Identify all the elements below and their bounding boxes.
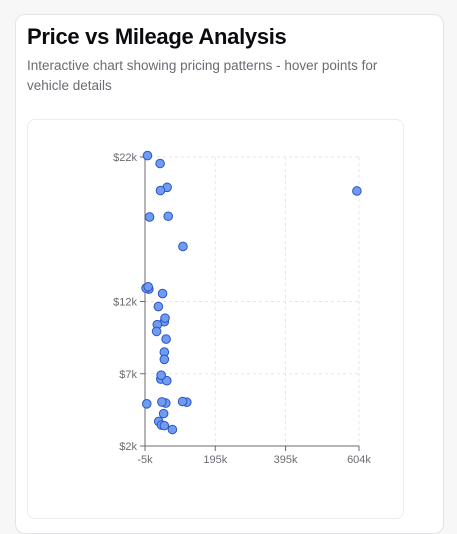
page-title: Price vs Mileage Analysis: [27, 24, 287, 49]
data-point-32[interactable]: [352, 186, 362, 196]
data-point-30[interactable]: [167, 424, 178, 435]
data-point-26[interactable]: [157, 397, 167, 407]
data-point-7[interactable]: [155, 185, 166, 196]
y-tick-label: $7k: [119, 369, 137, 381]
data-point-8[interactable]: [178, 241, 188, 252]
data-point-24[interactable]: [156, 370, 166, 380]
data-point-17[interactable]: [161, 334, 171, 344]
data-point-21[interactable]: [161, 375, 172, 386]
data-point-3[interactable]: [163, 211, 173, 222]
data-point-12[interactable]: [157, 288, 168, 299]
scatter-plot: $2k $7k $12k $22k -5k 195k 395k 604k: [113, 150, 371, 466]
data-point-5[interactable]: [155, 158, 165, 169]
x-tick-label: -5k: [137, 454, 153, 466]
data-point-16[interactable]: [160, 313, 170, 323]
x-tick-label: 395k: [274, 454, 298, 466]
y-tick-label: $12k: [113, 297, 137, 309]
data-point-15[interactable]: [151, 326, 162, 337]
data-point-27[interactable]: [158, 408, 169, 419]
grid: [144, 156, 360, 447]
data-point-19[interactable]: [159, 354, 170, 365]
data-point-29[interactable]: [159, 420, 170, 431]
data-points[interactable]: [141, 150, 362, 435]
chart-panel: $2k $7k $12k $22k -5k 195k 395k 604k: [27, 119, 404, 519]
axes: $2k $7k $12k $22k -5k 195k 395k 604k: [113, 152, 371, 466]
y-tick-label: $22k: [113, 152, 137, 164]
y-tick-label: $2k: [119, 441, 137, 453]
data-point-31[interactable]: [141, 399, 152, 409]
data-point-4[interactable]: [142, 150, 153, 161]
data-point-23[interactable]: [177, 396, 188, 407]
data-point-10[interactable]: [143, 281, 153, 292]
data-point-0[interactable]: [144, 212, 155, 222]
data-point-13[interactable]: [153, 301, 164, 312]
x-tick-label: 604k: [347, 454, 371, 466]
x-tick-label: 195k: [203, 454, 227, 466]
page-subtitle: Interactive chart showing pricing patter…: [27, 58, 378, 93]
